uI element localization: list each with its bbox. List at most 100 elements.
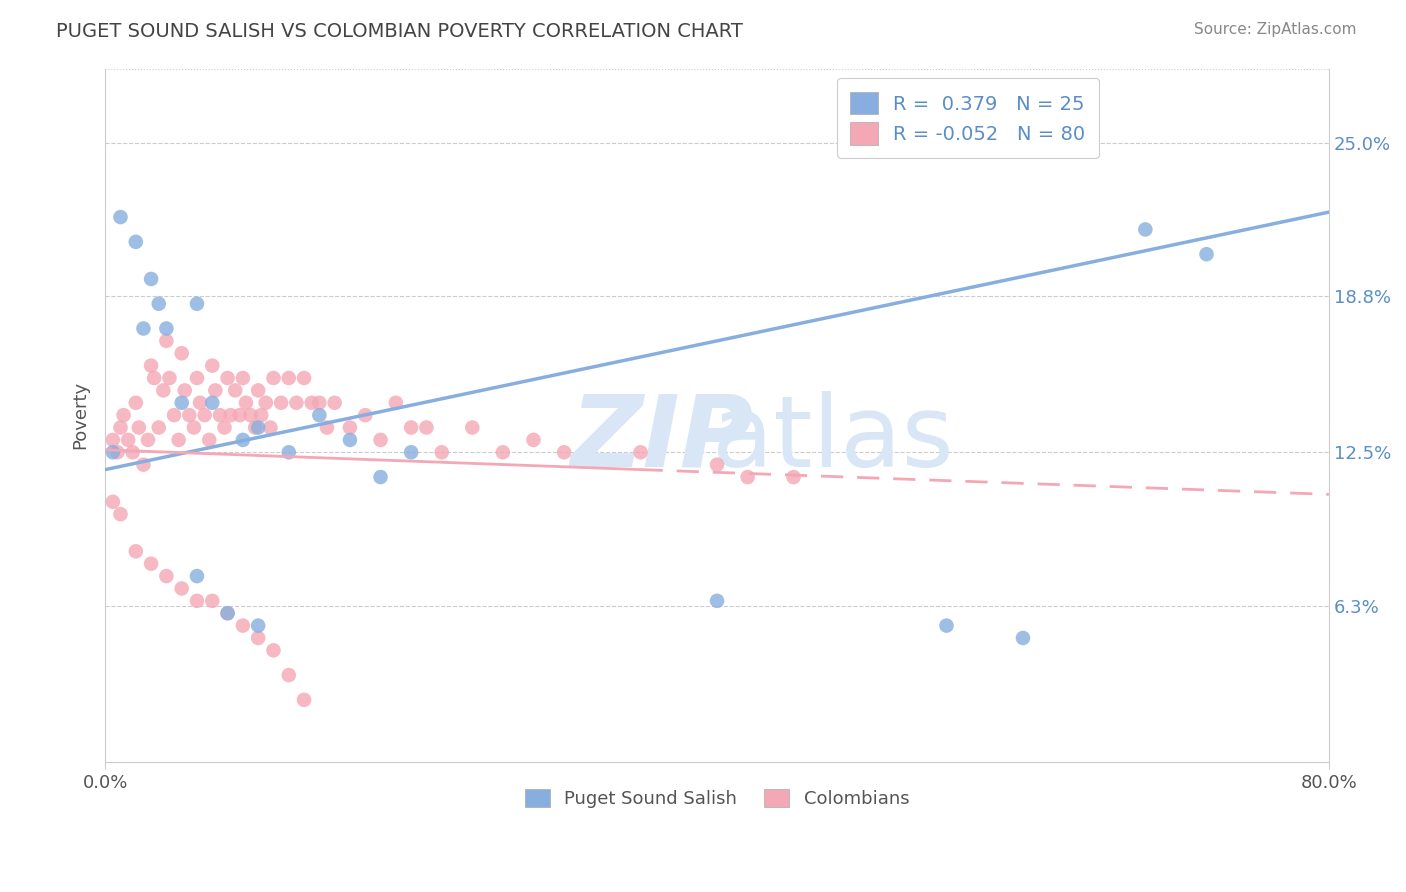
Point xyxy=(277,445,299,459)
Point xyxy=(194,408,217,422)
Point xyxy=(232,371,254,385)
Point xyxy=(217,371,239,385)
Point xyxy=(201,359,224,373)
Point xyxy=(139,272,162,286)
Point xyxy=(430,445,453,459)
Point xyxy=(277,668,299,682)
Point xyxy=(461,420,484,434)
Point xyxy=(101,433,124,447)
Point xyxy=(217,606,239,620)
Point xyxy=(553,445,575,459)
Point xyxy=(229,408,252,422)
Point xyxy=(125,544,148,558)
Point xyxy=(208,408,231,422)
Point xyxy=(148,297,170,311)
Point xyxy=(285,396,308,410)
Point xyxy=(186,297,208,311)
Legend: Puget Sound Salish, Colombians: Puget Sound Salish, Colombians xyxy=(517,781,917,815)
Point xyxy=(354,408,377,422)
Point xyxy=(159,371,181,385)
Point xyxy=(232,433,254,447)
Point xyxy=(706,594,728,608)
Point xyxy=(385,396,408,410)
Point xyxy=(125,235,148,249)
Point xyxy=(163,408,186,422)
Point xyxy=(170,396,193,410)
Point xyxy=(110,507,132,521)
Point xyxy=(259,420,281,434)
Point xyxy=(250,408,273,422)
Point xyxy=(219,408,242,422)
Point xyxy=(101,495,124,509)
Point xyxy=(214,420,236,434)
Point xyxy=(1135,222,1157,236)
Point xyxy=(415,420,437,434)
Point xyxy=(339,433,361,447)
Point xyxy=(112,408,135,422)
Point xyxy=(301,396,323,410)
Point xyxy=(186,569,208,583)
Point xyxy=(339,420,361,434)
Point xyxy=(706,458,728,472)
Point xyxy=(782,470,804,484)
Point xyxy=(235,396,257,410)
Point xyxy=(270,396,292,410)
Point xyxy=(204,384,226,398)
Point xyxy=(522,433,544,447)
Point xyxy=(1195,247,1218,261)
Point xyxy=(101,445,124,459)
Point xyxy=(232,618,254,632)
Point xyxy=(188,396,211,410)
Point xyxy=(492,445,515,459)
Point xyxy=(263,643,285,657)
Y-axis label: Poverty: Poverty xyxy=(72,381,89,450)
Point xyxy=(107,445,129,459)
Point xyxy=(254,396,277,410)
Text: ZIP: ZIP xyxy=(571,391,754,488)
Point xyxy=(186,594,208,608)
Point xyxy=(139,359,162,373)
Point xyxy=(370,470,392,484)
Point xyxy=(132,321,155,335)
Point xyxy=(155,321,177,335)
Point xyxy=(399,420,422,434)
Text: PUGET SOUND SALISH VS COLOMBIAN POVERTY CORRELATION CHART: PUGET SOUND SALISH VS COLOMBIAN POVERTY … xyxy=(56,22,744,41)
Point xyxy=(292,693,315,707)
Point xyxy=(224,384,246,398)
Point xyxy=(155,569,177,583)
Point xyxy=(186,371,208,385)
Text: Source: ZipAtlas.com: Source: ZipAtlas.com xyxy=(1194,22,1357,37)
Point xyxy=(139,557,162,571)
Point xyxy=(247,631,270,645)
Point xyxy=(323,396,346,410)
Point xyxy=(121,445,143,459)
Point xyxy=(136,433,159,447)
Point xyxy=(1012,631,1035,645)
Point xyxy=(117,433,139,447)
Point xyxy=(247,384,270,398)
Point xyxy=(399,445,422,459)
Point xyxy=(247,618,270,632)
Text: atlas: atlas xyxy=(713,391,955,488)
Point xyxy=(217,606,239,620)
Point xyxy=(201,594,224,608)
Point xyxy=(935,618,957,632)
Point xyxy=(148,420,170,434)
Point xyxy=(737,470,759,484)
Point xyxy=(128,420,150,434)
Point xyxy=(292,371,315,385)
Point xyxy=(316,420,339,434)
Point xyxy=(143,371,166,385)
Point xyxy=(170,582,193,596)
Point xyxy=(243,420,266,434)
Point xyxy=(125,396,148,410)
Point xyxy=(110,420,132,434)
Point xyxy=(110,210,132,224)
Point xyxy=(183,420,205,434)
Point xyxy=(630,445,652,459)
Point xyxy=(198,433,221,447)
Point xyxy=(167,433,190,447)
Point xyxy=(263,371,285,385)
Point xyxy=(247,420,270,434)
Point xyxy=(308,396,330,410)
